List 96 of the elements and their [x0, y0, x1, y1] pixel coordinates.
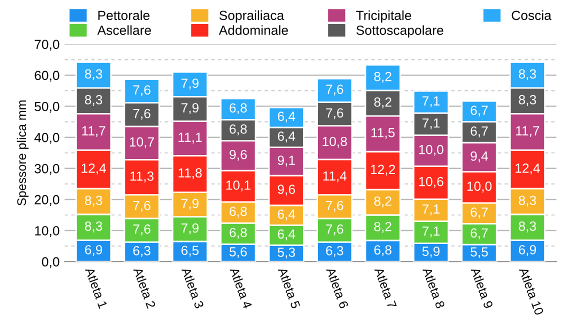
data-label: 7,9 — [181, 223, 199, 234]
x-tick-label: Atleta 6 — [326, 266, 349, 309]
x-tick-label: Atleta 4 — [230, 266, 253, 310]
data-label: 11,1 — [178, 132, 202, 144]
data-label: 6,3 — [133, 246, 150, 257]
data-label: 9,4 — [470, 151, 488, 162]
y-tick-label: 40,0 — [34, 132, 60, 144]
y-tick-label: 50,0 — [34, 102, 60, 113]
data-label: 10,7 — [130, 137, 154, 148]
data-label: 10,1 — [226, 180, 250, 192]
data-label: 7,6 — [133, 85, 150, 96]
data-label: 8,2 — [374, 222, 392, 233]
data-label: 9,1 — [278, 156, 295, 167]
data-label: 12,4 — [516, 164, 540, 174]
data-label: 7,1 — [422, 226, 440, 238]
data-label: 11,4 — [323, 171, 347, 182]
y-tick-label: 60,0 — [34, 70, 60, 82]
data-label: 7,6 — [326, 108, 344, 120]
data-label: 6,8 — [230, 206, 247, 218]
data-label: 9,6 — [230, 150, 247, 161]
data-label: 6,8 — [230, 103, 247, 114]
data-label: 8,3 — [84, 69, 102, 80]
data-label: 6,8 — [374, 245, 392, 256]
legend-label: Tricipitale — [356, 10, 412, 23]
data-label: 7,6 — [133, 224, 150, 236]
data-label: 8,2 — [374, 72, 392, 83]
x-tick-label: Atleta 5 — [278, 266, 301, 309]
x-tick-label: Atleta 2 — [133, 266, 156, 309]
data-label: 8,3 — [84, 95, 102, 106]
data-label: 5,5 — [470, 247, 488, 258]
data-label: 6,8 — [230, 124, 247, 136]
data-label: 8,2 — [374, 97, 392, 108]
data-label: 7,9 — [181, 103, 199, 114]
data-label: 6,7 — [470, 228, 488, 240]
data-label: 9,6 — [278, 184, 295, 196]
data-label: 6,7 — [470, 126, 488, 138]
data-label: 12,4 — [82, 164, 106, 174]
legend-label: Sottoscapolare — [356, 25, 444, 38]
data-label: 11,7 — [82, 126, 106, 138]
data-label: 11,5 — [371, 128, 395, 139]
y-axis-title: Spessore plica mm — [16, 100, 29, 206]
data-label: 6,4 — [278, 112, 296, 123]
x-tick-label: Atleta 8 — [422, 266, 446, 309]
x-tick-label: Atleta 1 — [84, 266, 108, 309]
data-label: 8,3 — [518, 196, 536, 207]
y-tick-label: 20,0 — [34, 195, 60, 206]
legend-label: Addominale — [218, 25, 288, 35]
data-label: 8,2 — [374, 196, 392, 208]
y-tick-label: 30,0 — [34, 164, 60, 175]
data-label: 6,5 — [181, 246, 199, 257]
data-label: 5,9 — [422, 246, 440, 258]
data-label: 7,9 — [181, 78, 199, 90]
data-label: 10,6 — [419, 176, 444, 188]
data-label: 10,0 — [419, 144, 444, 156]
data-label: 11,8 — [178, 168, 202, 180]
data-label: 8,3 — [84, 221, 102, 232]
legend-label: Coscia — [512, 10, 552, 20]
data-label: 6,4 — [278, 210, 296, 220]
data-label: 6,3 — [326, 246, 344, 257]
data-label: 11,7 — [516, 126, 540, 138]
data-label: 7,6 — [326, 200, 344, 212]
data-label: 8,3 — [518, 95, 536, 106]
data-label: 12,2 — [370, 164, 395, 176]
data-label: 5,3 — [278, 248, 295, 258]
y-tick-label: 0,0 — [42, 257, 60, 268]
data-label: 6,4 — [278, 132, 296, 142]
data-label: 8,3 — [518, 221, 536, 232]
legend-label: Soprailiaca — [219, 10, 284, 23]
data-label: 6,7 — [470, 106, 488, 116]
data-label: 7,6 — [133, 108, 150, 120]
x-tick-label: Atleta 3 — [181, 266, 204, 309]
data-label: 8,3 — [84, 196, 102, 207]
data-label: 8,3 — [518, 69, 536, 80]
data-label: 6,7 — [470, 207, 488, 218]
data-label: 10,0 — [467, 182, 492, 192]
data-label: 11,3 — [130, 171, 154, 182]
legend-label: Ascellare — [97, 25, 151, 35]
x-tick-label: Atleta 9 — [470, 266, 494, 309]
data-label: 7,6 — [133, 200, 150, 212]
x-tick-label: Atleta 7 — [374, 266, 398, 309]
data-label: 7,1 — [422, 204, 440, 216]
data-label: 7,6 — [326, 224, 344, 236]
data-label: 5,6 — [230, 247, 247, 258]
data-label: 6,9 — [518, 245, 536, 256]
legend-label: Pettorale — [98, 10, 150, 20]
y-tick-label: 10,0 — [35, 226, 60, 238]
y-tick-label: 70,0 — [34, 40, 60, 51]
data-label: 7,9 — [181, 198, 199, 210]
data-label: 7,1 — [422, 96, 440, 108]
x-tick-label: Atleta 10 — [518, 266, 544, 316]
data-label: 6,8 — [230, 228, 247, 239]
data-label: 6,9 — [85, 245, 102, 256]
data-label: 7,6 — [326, 84, 344, 96]
data-label: 7,1 — [422, 118, 440, 130]
data-label: 10,8 — [322, 136, 347, 148]
data-label: 6,4 — [278, 229, 296, 240]
